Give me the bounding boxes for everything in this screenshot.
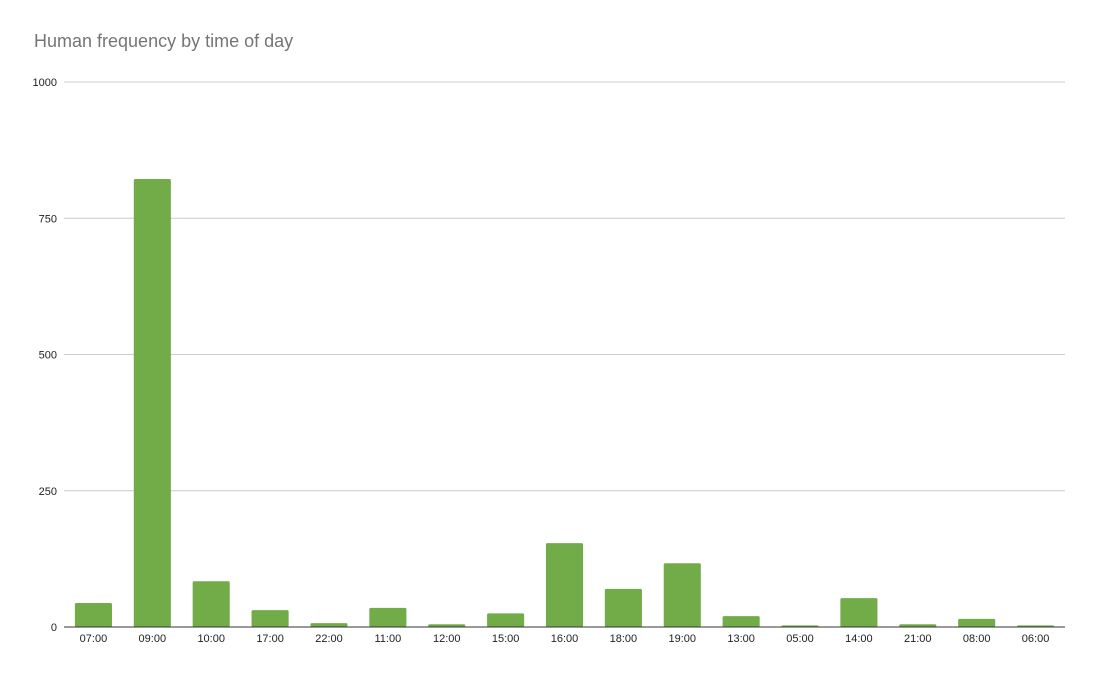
bar-1300 xyxy=(723,616,760,627)
x-axis-tick-labels: 07:00 09:00 10:00 17:00 22:00 11:00 12:00 15:00… xyxy=(80,633,1050,645)
y-tick-label: 500 xyxy=(39,350,57,362)
x-tick-label: 13:00 xyxy=(727,633,755,645)
x-tick-label: 06:00 xyxy=(1022,633,1050,645)
bar-1100 xyxy=(369,608,406,627)
x-tick-label: 07:00 xyxy=(80,633,108,645)
x-tick-label: 12:00 xyxy=(433,633,461,645)
x-tick-label: 21:00 xyxy=(904,633,932,645)
x-tick-label: 14:00 xyxy=(845,633,873,645)
x-tick-label: 08:00 xyxy=(963,633,991,645)
x-tick-label: 15:00 xyxy=(492,633,520,645)
x-tick-label: 18:00 xyxy=(610,633,638,645)
bar-1400 xyxy=(840,598,877,627)
y-tick-label: 0 xyxy=(51,622,57,634)
bar-1900 xyxy=(664,563,701,627)
bar-1800 xyxy=(605,589,642,627)
bar-0800 xyxy=(958,619,995,627)
x-tick-label: 19:00 xyxy=(668,633,696,645)
bar-0900 xyxy=(134,179,171,627)
bars xyxy=(75,179,1054,627)
x-tick-label: 22:00 xyxy=(315,633,343,645)
bar-2200 xyxy=(310,623,347,627)
bar-1700 xyxy=(252,610,289,627)
x-tick-label: 16:00 xyxy=(551,633,579,645)
bar-1000 xyxy=(193,581,230,627)
x-tick-label: 05:00 xyxy=(786,633,814,645)
gridlines xyxy=(64,82,1065,491)
y-tick-label: 1000 xyxy=(33,77,57,89)
bar-0700 xyxy=(75,603,112,627)
y-axis-tick-labels: 0 250 500 750 1000 xyxy=(33,77,57,634)
x-tick-label: 10:00 xyxy=(197,633,225,645)
bar-1600 xyxy=(546,543,583,627)
x-tick-label: 17:00 xyxy=(256,633,284,645)
y-tick-label: 750 xyxy=(39,213,57,225)
y-tick-label: 250 xyxy=(39,486,57,498)
x-tick-label: 11:00 xyxy=(374,633,401,645)
bar-1500 xyxy=(487,613,524,627)
x-tick-label: 09:00 xyxy=(139,633,167,645)
